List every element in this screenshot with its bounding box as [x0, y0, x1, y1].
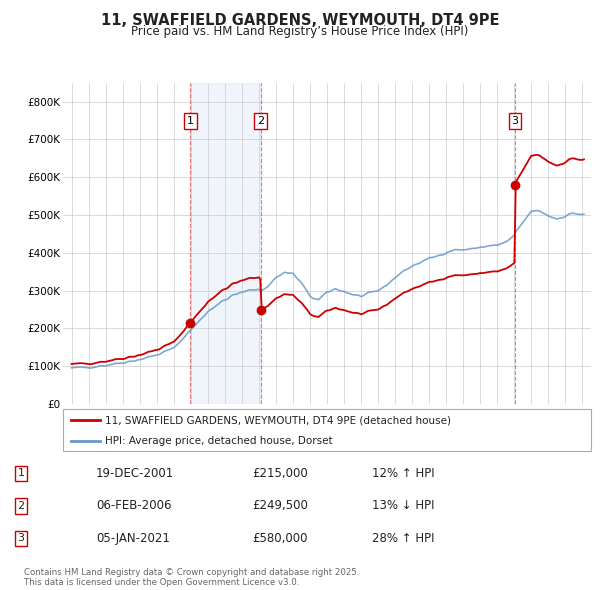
- Text: 19-DEC-2001: 19-DEC-2001: [96, 467, 174, 480]
- Text: 1: 1: [187, 116, 194, 126]
- Text: Contains HM Land Registry data © Crown copyright and database right 2025.
This d: Contains HM Land Registry data © Crown c…: [24, 568, 359, 587]
- Text: 3: 3: [17, 533, 25, 543]
- Text: 2: 2: [17, 501, 25, 511]
- Text: £580,000: £580,000: [252, 532, 308, 545]
- Text: 28% ↑ HPI: 28% ↑ HPI: [372, 532, 434, 545]
- Text: 05-JAN-2021: 05-JAN-2021: [96, 532, 170, 545]
- Text: HPI: Average price, detached house, Dorset: HPI: Average price, detached house, Dors…: [105, 436, 333, 445]
- Text: £249,500: £249,500: [252, 499, 308, 513]
- Text: 2: 2: [257, 116, 264, 126]
- Text: 06-FEB-2006: 06-FEB-2006: [96, 499, 172, 513]
- Text: 11, SWAFFIELD GARDENS, WEYMOUTH, DT4 9PE: 11, SWAFFIELD GARDENS, WEYMOUTH, DT4 9PE: [101, 13, 499, 28]
- Text: 3: 3: [511, 116, 518, 126]
- Text: 1: 1: [17, 468, 25, 478]
- FancyBboxPatch shape: [63, 409, 591, 451]
- Bar: [190, 83, 260, 404]
- Text: 11, SWAFFIELD GARDENS, WEYMOUTH, DT4 9PE (detached house): 11, SWAFFIELD GARDENS, WEYMOUTH, DT4 9PE…: [105, 415, 451, 425]
- Text: Price paid vs. HM Land Registry’s House Price Index (HPI): Price paid vs. HM Land Registry’s House …: [131, 25, 469, 38]
- Text: 13% ↓ HPI: 13% ↓ HPI: [372, 499, 434, 513]
- Text: £215,000: £215,000: [252, 467, 308, 480]
- Text: 12% ↑ HPI: 12% ↑ HPI: [372, 467, 434, 480]
